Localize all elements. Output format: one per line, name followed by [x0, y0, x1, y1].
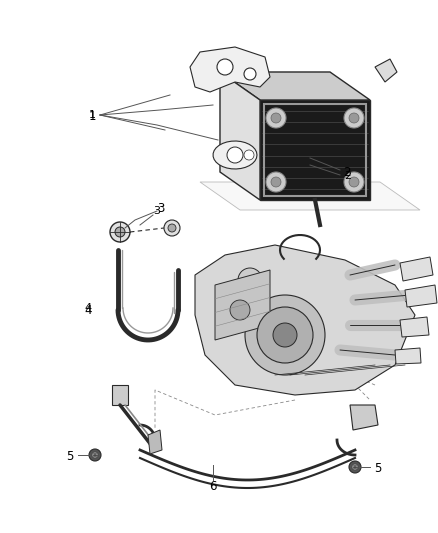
Circle shape	[115, 227, 125, 237]
Text: 1: 1	[88, 110, 95, 120]
Text: 1: 1	[88, 109, 96, 123]
Text: 3: 3	[157, 201, 165, 214]
Circle shape	[344, 172, 364, 192]
Circle shape	[110, 222, 130, 242]
Circle shape	[89, 449, 101, 461]
Circle shape	[273, 323, 297, 347]
Polygon shape	[395, 348, 421, 364]
Circle shape	[244, 68, 256, 80]
Circle shape	[230, 300, 250, 320]
Polygon shape	[220, 72, 370, 100]
Circle shape	[271, 177, 281, 187]
Polygon shape	[195, 245, 415, 395]
Polygon shape	[112, 385, 128, 405]
Polygon shape	[215, 270, 270, 340]
Circle shape	[271, 113, 281, 123]
Circle shape	[227, 147, 243, 163]
Circle shape	[266, 172, 286, 192]
Circle shape	[168, 224, 176, 232]
Circle shape	[238, 268, 262, 292]
Polygon shape	[200, 182, 420, 210]
Polygon shape	[375, 59, 397, 82]
Polygon shape	[400, 257, 433, 281]
Text: 5: 5	[66, 449, 74, 463]
Text: 4: 4	[85, 303, 92, 313]
Circle shape	[349, 461, 361, 473]
Circle shape	[266, 108, 286, 128]
Circle shape	[222, 292, 258, 328]
Circle shape	[344, 108, 364, 128]
Text: 6: 6	[209, 481, 217, 494]
Text: 4: 4	[84, 303, 92, 317]
Polygon shape	[213, 141, 257, 169]
Polygon shape	[400, 317, 429, 337]
Circle shape	[349, 177, 359, 187]
Polygon shape	[148, 430, 162, 454]
Text: 5: 5	[374, 462, 381, 474]
Circle shape	[245, 295, 325, 375]
Circle shape	[244, 150, 254, 160]
Polygon shape	[260, 100, 370, 200]
Text: 2: 2	[343, 166, 351, 179]
Circle shape	[92, 451, 98, 458]
Circle shape	[164, 220, 180, 236]
Circle shape	[257, 307, 313, 363]
Text: 3: 3	[153, 206, 160, 216]
Circle shape	[217, 59, 233, 75]
Polygon shape	[220, 72, 330, 172]
Polygon shape	[405, 285, 437, 307]
Polygon shape	[350, 405, 378, 430]
Text: 2: 2	[344, 171, 352, 181]
Circle shape	[352, 464, 358, 470]
Polygon shape	[220, 72, 260, 200]
Circle shape	[349, 113, 359, 123]
Polygon shape	[190, 47, 270, 92]
